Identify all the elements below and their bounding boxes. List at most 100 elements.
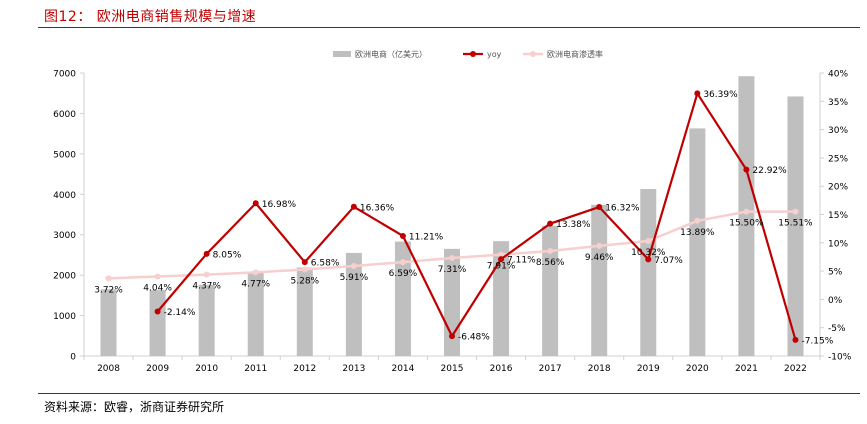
- yoy-point: [498, 256, 505, 263]
- yoy-point: [301, 259, 308, 266]
- penetration-label: 4.37%: [192, 282, 221, 292]
- title-rule: [38, 27, 860, 28]
- bar: [394, 241, 411, 356]
- yoy-label: -7.15%: [801, 336, 833, 346]
- penetration-point: [301, 266, 308, 273]
- penetration-label: 13.89%: [680, 228, 715, 238]
- penetration-label: 5.91%: [340, 273, 369, 283]
- yoy-point: [645, 256, 652, 263]
- x-tick-label: 2010: [195, 364, 218, 374]
- yoy-point: [694, 90, 701, 97]
- x-tick-label: 2021: [735, 364, 758, 374]
- source-note: 资料来源：欧睿，浙商证券研究所: [44, 400, 225, 414]
- x-tick-label: 2014: [391, 364, 414, 374]
- bar: [542, 225, 559, 356]
- yoy-label: 6.58%: [311, 259, 340, 269]
- x-tick-label: 2015: [441, 364, 464, 374]
- yoy-point: [350, 203, 357, 210]
- y-right-tick-label: 40%: [828, 70, 848, 80]
- y-right-tick-label: 20%: [828, 183, 848, 193]
- y-right-tick-label: 10%: [828, 239, 848, 249]
- yoy-label: 11.21%: [409, 232, 444, 242]
- y-left-tick-label: 3000: [53, 231, 76, 241]
- yoy-label: 16.98%: [262, 200, 297, 210]
- penetration-label: 9.46%: [585, 253, 614, 263]
- penetration-point: [449, 255, 455, 262]
- legend-marker-yoy: [470, 51, 476, 57]
- penetration-point: [350, 262, 357, 269]
- y-left-tick-label: 1000: [53, 312, 76, 322]
- bar: [689, 128, 706, 356]
- penetration-label: 8.56%: [536, 258, 565, 268]
- penetration-point: [645, 237, 652, 244]
- penetration-label: 4.04%: [143, 284, 172, 294]
- y-left-tick-label: 0: [70, 353, 76, 363]
- legend-marker-penetration: [530, 51, 536, 57]
- x-tick-label: 2009: [146, 364, 169, 374]
- legend-label-yoy: yoy: [487, 50, 502, 59]
- figure-title: 图12： 欧洲电商销售规模与增速: [44, 9, 257, 25]
- yoy-label: -2.14%: [164, 308, 196, 318]
- penetration-point: [154, 273, 161, 280]
- yoy-line: [156, 90, 797, 341]
- yoy-point: [154, 308, 161, 315]
- yoy-point: [203, 250, 210, 257]
- penetration-point: [399, 259, 406, 266]
- penetration-point: [252, 269, 259, 276]
- y-right-tick-label: -10%: [828, 353, 852, 363]
- penetration-point: [105, 275, 112, 282]
- y-right-tick-label: 35%: [828, 98, 848, 108]
- legend-label-bar: 欧洲电商（亿美元）: [355, 49, 427, 59]
- x-tick-label: 2022: [784, 364, 807, 374]
- bar: [149, 290, 166, 356]
- yoy-label: 36.39%: [703, 90, 738, 100]
- penetration-point: [792, 208, 799, 215]
- bar: [198, 284, 215, 356]
- y-left-tick-label: 2000: [53, 272, 76, 282]
- penetration-label: 3.72%: [94, 285, 123, 295]
- data-labels: 3.72% 4.04% 4.37% 4.77% 5.28% 5.91% 6.59% 7.31%…: [94, 90, 834, 346]
- yoy-point: [449, 333, 455, 340]
- x-tick-label: 2011: [244, 364, 267, 374]
- penetration-point: [203, 271, 210, 278]
- penetration-point: [596, 242, 603, 249]
- penetration-label: 10.32%: [631, 248, 666, 258]
- bar: [100, 289, 117, 356]
- penetration-label: 15.51%: [778, 219, 813, 229]
- x-tick-label: 2017: [539, 364, 562, 374]
- line-series: [105, 90, 799, 343]
- penetration-label: 7.91%: [487, 262, 516, 272]
- x-tick-label: 2018: [588, 364, 611, 374]
- x-tick-label: 2008: [97, 364, 120, 374]
- yoy-point: [547, 220, 554, 227]
- y-right-tick-label: 30%: [828, 126, 848, 136]
- penetration-point: [694, 217, 701, 224]
- penetration-label: 7.31%: [438, 265, 467, 275]
- yoy-label: 22.92%: [752, 166, 787, 176]
- penetration-label: 15.50%: [729, 219, 764, 229]
- yoy-point: [596, 204, 603, 211]
- penetration-point: [547, 247, 554, 254]
- y-right-tick-label: 0%: [828, 296, 843, 306]
- bar: [493, 241, 510, 356]
- yoy-label: -6.48%: [458, 333, 490, 343]
- yoy-label: 8.05%: [213, 250, 242, 260]
- bar: [247, 272, 264, 356]
- bar: [738, 76, 755, 356]
- penetration-label: 6.59%: [389, 269, 418, 279]
- penetration-point: [743, 208, 750, 215]
- bar: [787, 96, 804, 356]
- x-tick-label: 2019: [637, 364, 660, 374]
- yoy-label: 7.11%: [507, 256, 536, 266]
- y-right-tick-label: 15%: [828, 211, 848, 221]
- penetration-point: [498, 251, 505, 258]
- legend-label-penetration: 欧洲电商渗透率: [547, 49, 603, 59]
- x-tick-label: 2012: [293, 364, 316, 374]
- yoy-label: 7.07%: [654, 256, 683, 266]
- y-left-tick-label: 7000: [53, 70, 76, 80]
- penetration-label: 5.28%: [291, 277, 320, 287]
- x-tick-label: 2020: [686, 364, 709, 374]
- yoy-point: [743, 166, 750, 173]
- yoy-label: 16.32%: [605, 204, 640, 214]
